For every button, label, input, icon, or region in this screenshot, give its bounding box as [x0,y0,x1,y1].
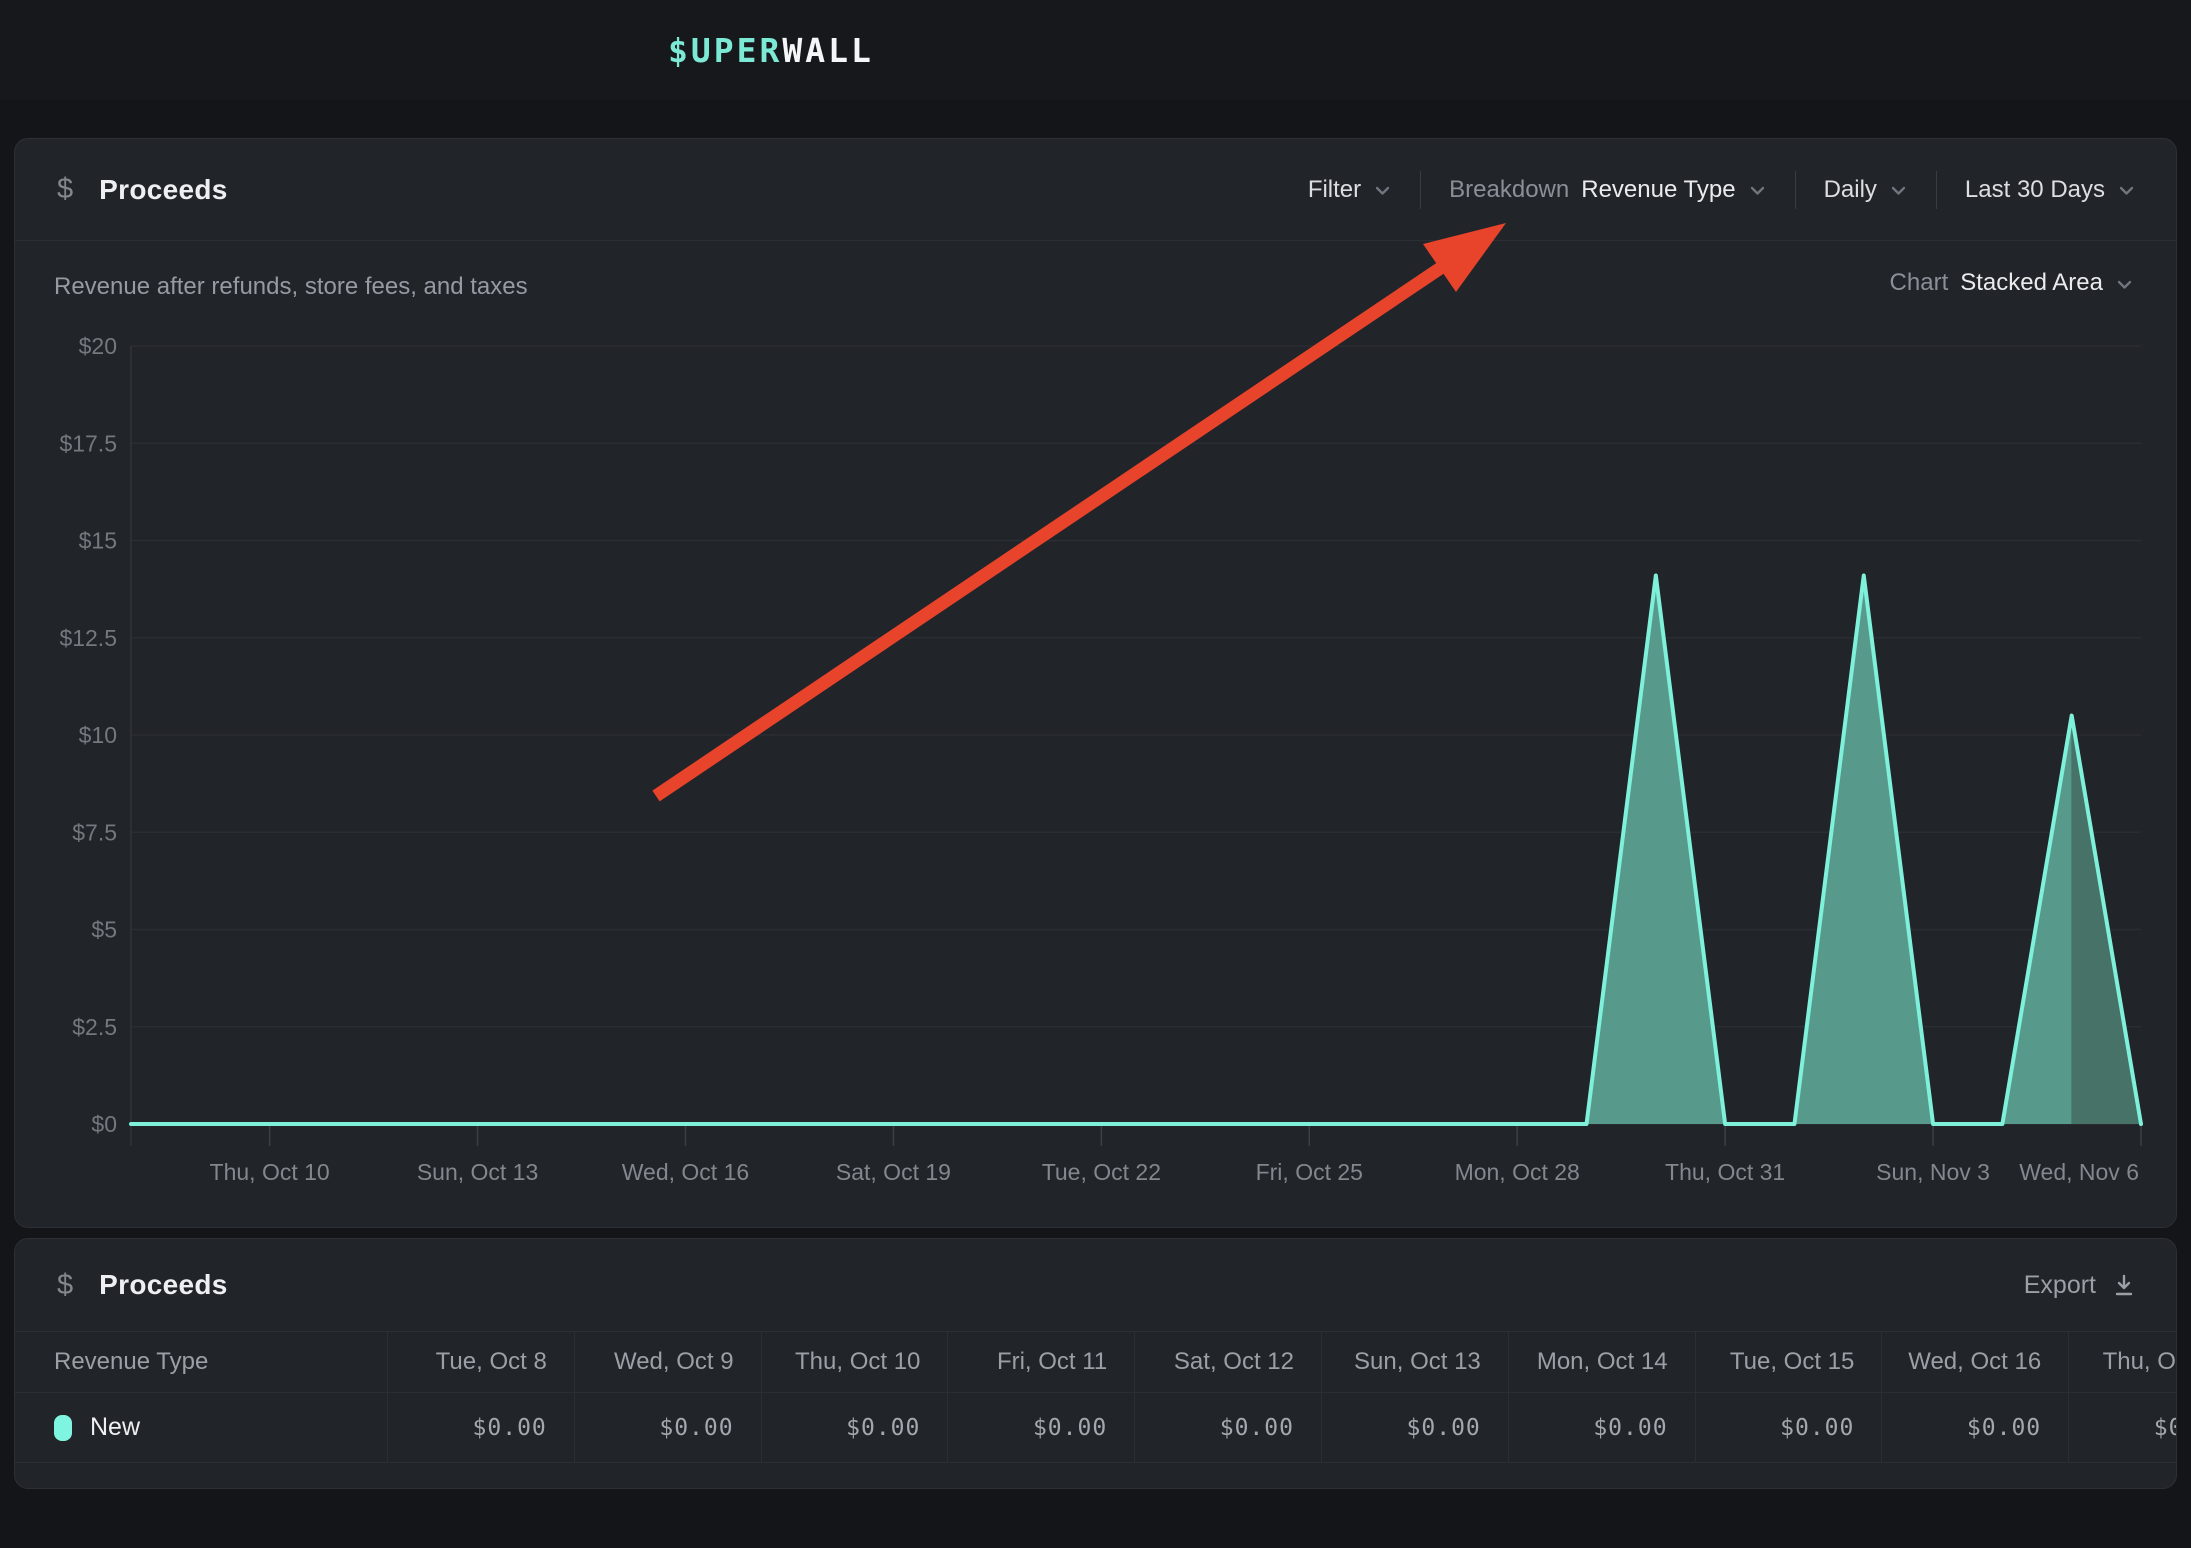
column-header-date: Tue, Oct 15 [1694,1331,1882,1393]
svg-text:$20: $20 [79,333,117,359]
chevron-down-icon [1750,186,1764,195]
chevron-down-icon [1891,186,1906,195]
column-header-date: Thu, Oct 17 [2068,1331,2176,1393]
top-nav-bar: $UPER WALL [0,0,2191,100]
column-header-date: Mon, Oct 14 [1507,1331,1695,1393]
granularity-value: Daily [1823,175,1877,203]
svg-text:Tue, Oct 22: Tue, Oct 22 [1042,1159,1161,1185]
chart-type-label: Chart [1889,269,1949,296]
series-color-swatch [54,1414,72,1441]
chart-card-title: Proceeds [99,173,228,205]
dollar-icon: $ [57,1268,74,1301]
column-header-revenue-type: Revenue Type [15,1331,387,1393]
table-card-title: Proceeds [99,1269,228,1300]
svg-text:Mon, Oct 28: Mon, Oct 28 [1455,1159,1580,1185]
granularity-dropdown[interactable]: Daily [1822,170,1910,210]
chevron-down-icon [2117,280,2132,289]
svg-text:Wed, Oct 16: Wed, Oct 16 [622,1159,749,1185]
svg-text:$5: $5 [91,917,117,943]
series-name: New [90,1413,141,1441]
svg-text:$12.5: $12.5 [59,625,117,651]
proceeds-table-card: $ Proceeds Export Revenue Type Tue, Oct 8… [14,1238,2177,1489]
proceeds-value-cell: $0.00 [760,1393,948,1463]
dollar-icon: $ [57,173,74,205]
proceeds-value-cell: $0.00 [2068,1393,2176,1463]
column-header-date: Fri, Oct 11 [947,1331,1135,1393]
column-header-date: Tue, Oct 8 [387,1331,574,1393]
chevron-down-icon [1376,186,1390,195]
chart-controls: Filter Breakdown Revenue Type Daily Last… [1306,139,2138,240]
svg-text:Thu, Oct 10: Thu, Oct 10 [210,1159,330,1185]
filter-dropdown[interactable]: Filter [1306,170,1394,210]
divider [1420,170,1422,209]
divider [1794,170,1796,209]
revenue-type-cell: New [15,1393,387,1463]
chart-card-header: $ Proceeds Filter Breakdown Revenue Type… [15,139,2176,241]
proceeds-value-cell: $0.00 [1134,1393,1321,1463]
logo-suffix: WALL [782,30,874,70]
proceeds-value-cell: $0.00 [1881,1393,2069,1463]
proceeds-value-cell: $0.00 [573,1393,761,1463]
column-header-date: Sun, Oct 13 [1320,1331,1508,1393]
svg-text:$17.5: $17.5 [59,430,117,456]
svg-text:$10: $10 [79,722,117,748]
chart-subtitle: Revenue after refunds, store fees, and t… [54,273,528,300]
column-header-date: Thu, Oct 10 [760,1331,948,1393]
chart-subheader: Revenue after refunds, store fees, and t… [15,241,2176,339]
proceeds-value-cell: $0.00 [1694,1393,1882,1463]
column-header-date: Sat, Oct 12 [1134,1331,1321,1393]
svg-text:Wed, Nov 6: Wed, Nov 6 [2019,1159,2139,1185]
export-button[interactable]: Export [2024,1239,2138,1331]
svg-text:Sat, Oct 19: Sat, Oct 19 [836,1159,951,1185]
proceeds-value-cell: $0.00 [1320,1393,1508,1463]
svg-text:$15: $15 [79,528,117,554]
svg-text:Sun, Nov 3: Sun, Nov 3 [1876,1159,1990,1185]
proceeds-value-cell: $0.00 [1507,1393,1695,1463]
svg-text:$0: $0 [91,1111,117,1137]
filter-label: Filter [1307,175,1362,203]
breakdown-label: Breakdown [1449,175,1570,203]
column-header-date: Wed, Oct 16 [1881,1331,2069,1393]
date-range-value: Last 30 Days [1964,175,2105,203]
breakdown-value: Revenue Type [1581,175,1736,203]
breakdown-dropdown[interactable]: Breakdown Revenue Type [1447,170,1768,210]
download-icon [2115,1274,2133,1296]
svg-text:Sun, Oct 13: Sun, Oct 13 [417,1159,538,1185]
chevron-down-icon [2119,186,2134,195]
chart-type-dropdown[interactable]: Chart Stacked Area [1888,263,2136,303]
stacked-area-chart[interactable]: $20 $17.5 $15 $12.5 $10 $7.5 $5 $2.5 $0 Thu, Oct … [15,139,2177,1228]
logo-prefix: $UPER [668,30,783,70]
export-label: Export [2023,1270,2096,1299]
date-range-dropdown[interactable]: Last 30 Days [1963,170,2138,210]
divider [1935,170,1937,209]
column-header-date: Wed, Oct 9 [573,1331,761,1393]
svg-text:Fri, Oct 25: Fri, Oct 25 [1256,1159,1363,1185]
table-card-header: $ Proceeds Export [15,1239,2176,1331]
svg-text:Thu, Oct 31: Thu, Oct 31 [1665,1159,1785,1185]
svg-text:$2.5: $2.5 [72,1014,117,1040]
proceeds-table: Revenue Type Tue, Oct 8 Wed, Oct 9 Thu, Oct… [15,1331,2176,1463]
app-logo[interactable]: $UPER WALL [668,0,874,100]
svg-text:$7.5: $7.5 [72,819,117,845]
proceeds-chart-card: $ Proceeds Filter Breakdown Revenue Type… [14,138,2177,1228]
proceeds-value-cell: $0.00 [947,1393,1135,1463]
proceeds-value-cell: $0.00 [387,1393,574,1463]
chart-type-value: Stacked Area [1960,269,2103,296]
